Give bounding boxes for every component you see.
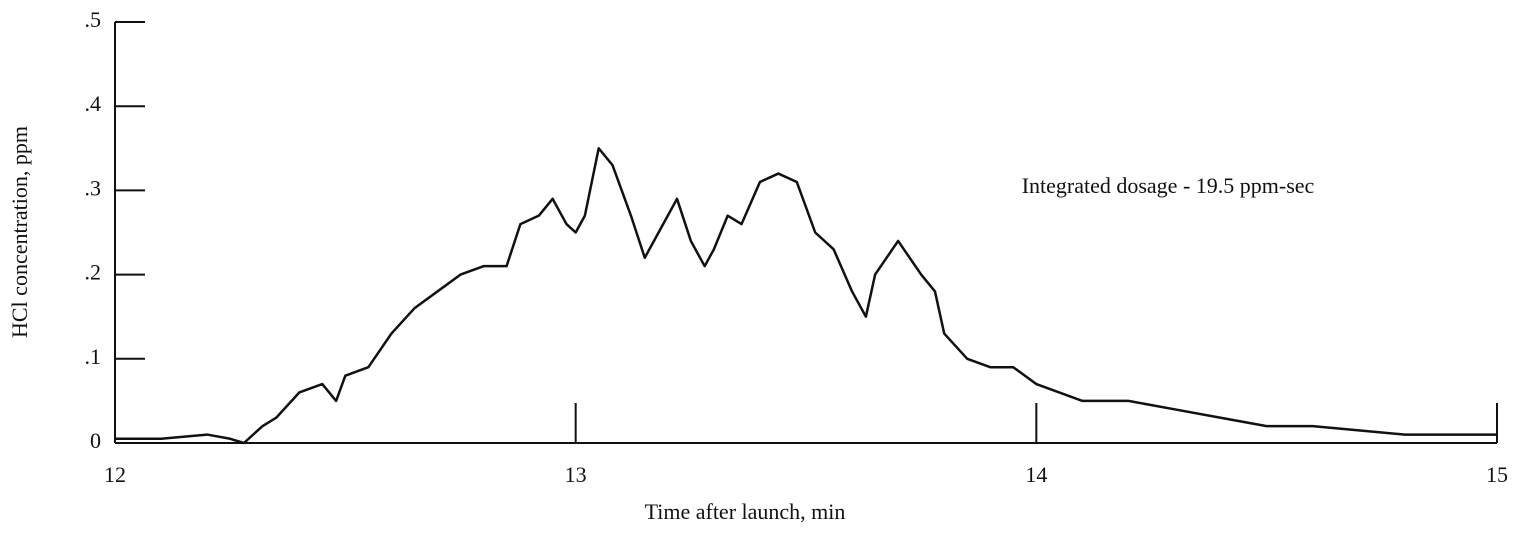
y-tick-label: .1: [85, 344, 102, 369]
annotation: Integrated dosage - 19.5 ppm-sec: [1022, 173, 1315, 198]
y-axis-label: HCl concentration, ppm: [7, 126, 32, 338]
y-tick-label: .5: [85, 7, 102, 32]
x-tick-label: 15: [1486, 462, 1508, 487]
x-axis-label: Time after launch, min: [645, 499, 846, 524]
data-line: [115, 147, 1497, 445]
x-tick-label: 12: [104, 462, 126, 487]
y-tick-label: .3: [85, 175, 102, 200]
x-tick-label: 14: [1025, 462, 1047, 487]
y-tick-label: .2: [85, 260, 102, 285]
y-tick-label: 0: [90, 428, 101, 453]
y-tick-label: .4: [85, 91, 102, 116]
x-tick-label: 13: [565, 462, 587, 487]
